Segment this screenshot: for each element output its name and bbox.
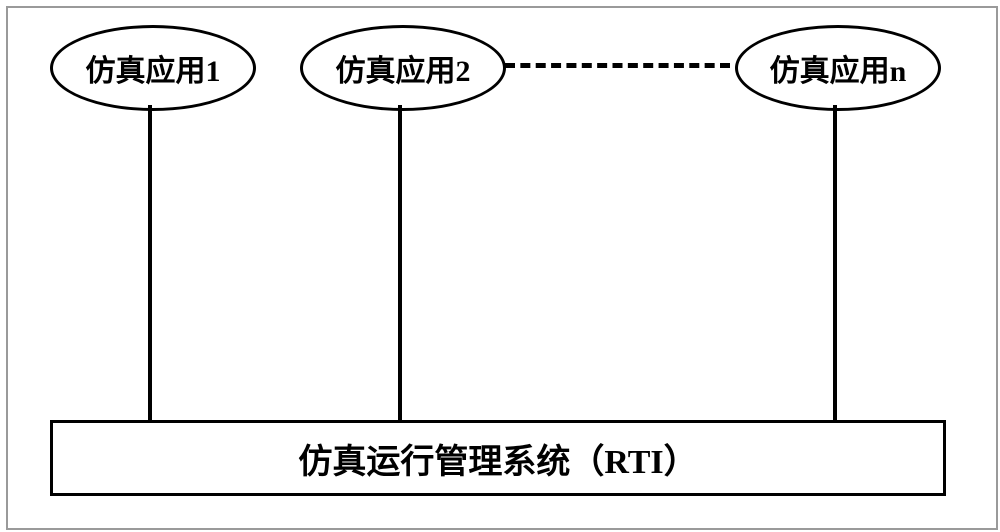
edge-app2-rti <box>398 105 402 420</box>
edge-app1-rti <box>148 105 152 420</box>
node-app1-label: 仿真应用1 <box>86 46 221 90</box>
node-appn-label: 仿真应用n <box>770 46 907 90</box>
node-app2-label: 仿真应用2 <box>336 46 471 90</box>
edge-appn-rti <box>833 105 837 420</box>
node-rti-label: 仿真运行管理系统（RTI） <box>298 434 697 483</box>
node-app1: 仿真应用1 <box>50 25 256 111</box>
node-rti: 仿真运行管理系统（RTI） <box>50 420 946 496</box>
diagram-canvas: 仿真应用1 仿真应用2 仿真应用n 仿真运行管理系统（RTI） <box>0 0 1000 532</box>
node-appn: 仿真应用n <box>735 25 941 111</box>
node-app2: 仿真应用2 <box>300 25 506 111</box>
dash-connector <box>505 63 730 68</box>
